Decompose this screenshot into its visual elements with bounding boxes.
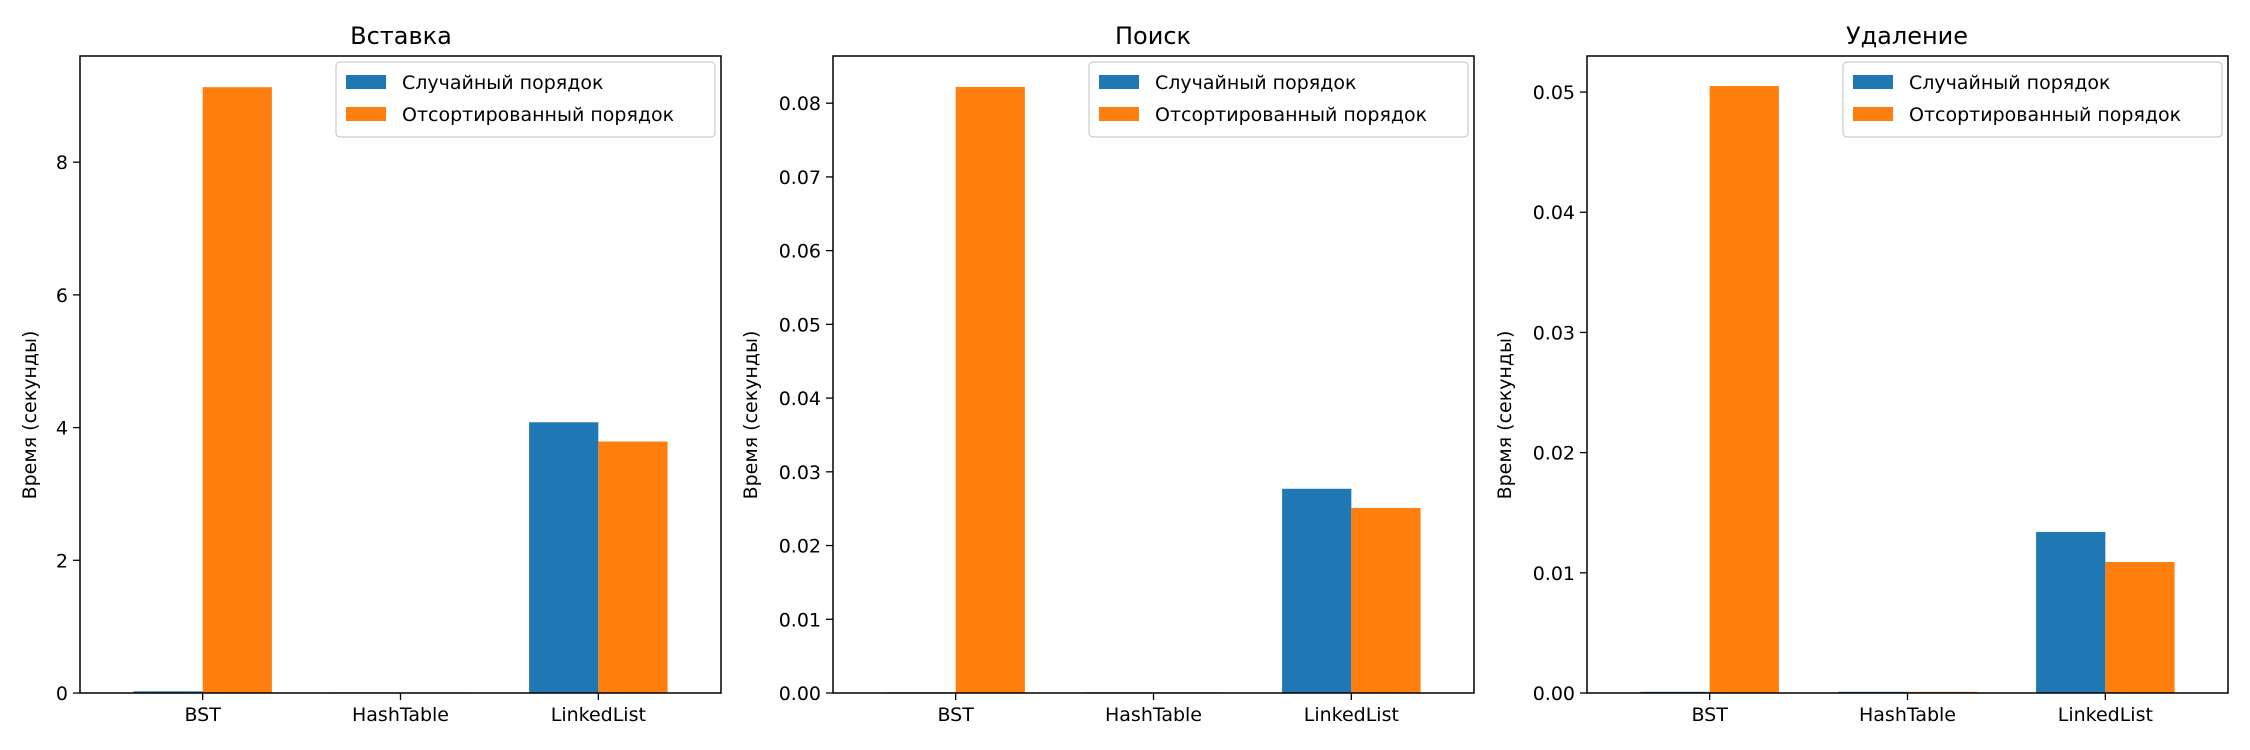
y-tick-label: 0.04 [1533,202,1575,224]
x-tick-label: LinkedList [1304,704,1399,726]
y-tick-label: 0.05 [779,314,821,336]
legend-swatch-sorted [1099,107,1139,121]
legend-label-random: Случайный порядок [1155,72,1356,94]
y-axis-label: Время (секунды) [1494,331,1516,500]
legend-label-sorted: Отсортированный порядок [1155,104,1427,126]
legend-swatch-sorted [346,107,386,121]
y-tick-label: 0.00 [779,683,821,705]
legend-box [1842,61,2223,138]
legend-label-sorted: Отсортированный порядок [402,104,674,126]
x-tick-label: LinkedList [551,704,646,726]
plot-frame [832,55,1475,694]
legend-label-sorted: Отсортированный порядок [1909,104,2181,126]
chart-panel-delete: Удаление Время (секунды) 0.000.010.020.0… [1494,22,2229,726]
bar-linkedlist-sorted [598,441,668,693]
y-tick-label: 0.08 [779,93,821,115]
bar-linkedlist-random [2036,531,2106,693]
x-ticks: BST HashTable LinkedList [937,693,1399,726]
y-tick-label: 0.05 [1533,82,1575,104]
bar-linkedlist-random [1282,488,1352,693]
y-tick-label: 0.01 [779,609,821,631]
plot-frame [1586,55,2229,694]
y-tick-label: 0.07 [779,167,821,189]
bar-linkedlist-sorted [2105,561,2175,693]
legend-box [335,61,716,138]
chart-panel-insert: Вставка Время (секунды) 0 2 4 6 8 BST HashTab… [19,22,722,726]
bars [886,86,1421,694]
chart-title: Поиск [1115,22,1191,50]
y-axis-label: Время (секунды) [740,331,762,500]
y-tick-label: 0.04 [779,388,821,410]
y-tick-label: 0.02 [779,536,821,558]
legend-swatch-random [346,75,386,89]
y-ticks: 0.00 0.01 0.02 0.03 0.04 0.05 0.06 0.07 0.08 [779,93,833,705]
legend-label-random: Случайный порядок [402,72,603,94]
chart-panel-search: Поиск Время (секунды) 0.000.010.020.030.… [740,22,1475,726]
x-tick-label: BST [1691,704,1728,726]
x-ticks: BST HashTable LinkedList [1691,693,2153,726]
bar-bst-random [133,691,203,693]
bar-bst-sorted [1709,86,1779,694]
y-tick-label: 0.03 [1533,322,1575,344]
x-tick-label: BST [937,704,974,726]
chart-title: Вставка [350,22,452,50]
y-tick-label: 0.00 [1533,683,1575,705]
legend-box [1088,61,1469,138]
y-tick-label: 0.01 [1533,563,1575,585]
bar-linkedlist-random [529,422,599,693]
legend: Случайный порядок Отсортированный порядо… [335,61,716,138]
bar-linkedlist-sorted [1351,507,1421,693]
y-tick-label: 0.03 [779,462,821,484]
legend-swatch-random [1853,75,1893,89]
y-tick-label: 6 [56,285,68,307]
y-tick-label: 0.02 [1533,443,1575,465]
legend-label-random: Случайный порядок [1909,72,2110,94]
plot-frame [79,55,722,694]
y-tick-label: 0.06 [779,241,821,263]
x-tick-label: HashTable [352,704,449,726]
legend-swatch-sorted [1853,107,1893,121]
chart-title: Удаление [1846,22,1968,50]
legend-swatch-random [1099,75,1139,89]
y-axis-label: Время (секунды) [19,331,41,500]
y-tick-label: 4 [56,418,68,440]
x-tick-label: LinkedList [2058,704,2153,726]
legend: Случайный порядок Отсортированный порядо… [1088,61,1469,138]
bar-bst-sorted [955,86,1025,694]
bars [133,87,668,693]
x-tick-label: HashTable [1859,704,1956,726]
y-tick-label: 2 [56,550,68,572]
x-ticks: BST HashTable LinkedList [184,693,646,726]
y-ticks: 0 2 4 6 8 [56,152,80,705]
y-tick-label: 0 [56,683,68,705]
y-tick-label: 8 [56,152,68,174]
bar-bst-sorted [202,87,272,693]
legend: Случайный порядок Отсортированный порядо… [1842,61,2223,138]
y-ticks: 0.00 0.01 0.02 0.03 0.04 0.05 [1533,82,1587,705]
x-tick-label: HashTable [1105,704,1202,726]
x-tick-label: BST [184,704,221,726]
